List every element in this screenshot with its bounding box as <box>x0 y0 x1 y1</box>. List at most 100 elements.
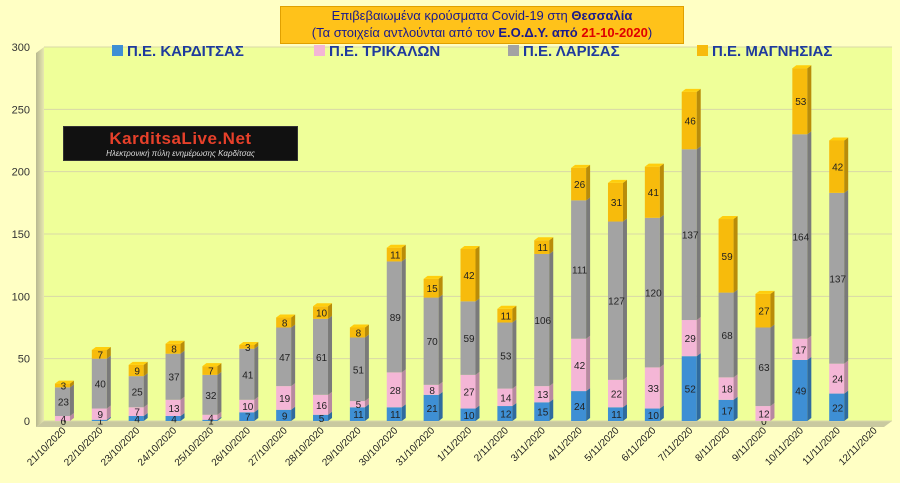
bar-segment: 13 <box>165 396 185 417</box>
bar-segment: 14 <box>497 385 517 407</box>
bar-segment: 32 <box>202 371 222 415</box>
data-label: 4 <box>208 413 214 424</box>
bar-side <box>475 405 480 421</box>
bar-side <box>696 88 701 150</box>
legend-label: Π.Ε. ΚΑΡΔΙΤΣΑΣ <box>127 43 244 60</box>
bar-side <box>143 361 148 377</box>
bar-side <box>622 179 627 222</box>
bar-front <box>718 219 734 293</box>
bar-segment: 8 <box>423 381 443 397</box>
data-label: 10 <box>463 411 475 422</box>
bar-side <box>807 131 812 339</box>
data-label: 137 <box>682 231 699 242</box>
bar-side <box>180 340 185 354</box>
bar-segment: 3 <box>54 380 74 392</box>
data-label: 42 <box>574 361 586 372</box>
bar-side <box>328 303 333 319</box>
bar-side <box>328 411 333 421</box>
subtitle-source: Ε.Ο.Δ.Υ. <box>498 25 549 40</box>
bar-side <box>807 335 812 360</box>
data-label: 111 <box>572 266 588 277</box>
bar-front <box>829 363 845 394</box>
data-label: 27 <box>463 388 475 399</box>
data-label: 33 <box>648 384 660 395</box>
data-label: 68 <box>722 331 734 342</box>
data-label: 4 <box>134 415 140 426</box>
bar-segment: 52 <box>681 353 701 421</box>
bar-side <box>69 413 74 421</box>
bar-front <box>128 376 144 408</box>
bar-front <box>607 379 623 408</box>
subtitle-from: από <box>551 25 578 40</box>
bar-side <box>69 380 74 388</box>
bar-front <box>239 344 255 349</box>
data-label: 19 <box>279 394 291 405</box>
bar-front <box>313 394 329 415</box>
bar-side <box>438 294 443 385</box>
legend-swatch <box>112 45 123 56</box>
bar-segment: 37 <box>165 350 185 400</box>
bar-segment: 1 <box>91 416 111 427</box>
bar-top <box>276 314 296 318</box>
data-label: 3 <box>61 381 67 392</box>
data-label: 41 <box>648 188 660 199</box>
bar-side <box>622 218 627 380</box>
bar-top <box>202 363 222 367</box>
bar-front <box>313 306 329 319</box>
data-label: 16 <box>316 401 328 412</box>
bar-side <box>401 404 406 421</box>
bar-front <box>239 399 255 413</box>
data-label: 41 <box>242 370 254 381</box>
bar-front <box>681 91 697 150</box>
title-line-2: (Τα στοιχεία αντλούνται από τον Ε.Ο.Δ.Υ.… <box>281 24 683 41</box>
bar-front <box>497 322 513 389</box>
bar-segment: 8 <box>349 324 369 339</box>
bar-top <box>423 275 443 279</box>
bar-segment: 24 <box>829 360 849 394</box>
bar-front <box>644 217 660 368</box>
bar-segment: 42 <box>571 335 591 392</box>
logo-main-text: KarditsaLive.Net <box>109 129 252 148</box>
bar-side <box>401 244 406 262</box>
bar-front <box>202 414 218 420</box>
data-label: 40 <box>95 380 107 391</box>
bar-front <box>386 261 402 373</box>
bar-side <box>586 388 591 421</box>
bar-front <box>460 301 476 375</box>
bar-side <box>438 381 443 395</box>
data-label: 4 <box>171 415 177 426</box>
bar-front <box>534 240 550 254</box>
data-label: 11 <box>501 312 512 323</box>
bar-segment: 68 <box>718 289 738 378</box>
bar-side <box>364 324 369 338</box>
bar-front <box>571 338 587 392</box>
bar-front <box>349 401 365 408</box>
legend: Π.Ε. ΚΑΡΔΙΤΣΑΣ Π.Ε. ΤΡΙΚΑΛΩΝ Π.Ε. ΛΑΡΙΣΑΣ Π… <box>112 43 832 60</box>
bar-top <box>54 380 74 384</box>
bar-side <box>733 216 738 293</box>
data-label: 42 <box>463 271 475 282</box>
bar-front <box>423 394 439 421</box>
karditsalive-logo: KarditsaLive.Net Ηλεκτρονική πύλη ενημέρ… <box>63 126 298 161</box>
bar-segment: 8 <box>165 340 185 356</box>
bar-segment: 4 <box>202 411 222 424</box>
bar-side <box>143 413 148 421</box>
bar-side <box>659 364 664 409</box>
bar-side <box>106 346 111 359</box>
x-tick-label: 31/10/2020 <box>394 425 437 468</box>
bar-top <box>644 163 664 167</box>
data-label: 26 <box>574 180 586 191</box>
bar-front <box>91 349 107 359</box>
bar-front <box>276 327 292 387</box>
data-label: 1 <box>208 416 214 427</box>
x-tick-label: 3/11/2020 <box>509 425 548 464</box>
bar-front <box>349 407 365 421</box>
bar-side <box>364 334 369 402</box>
bar-segment: 46 <box>681 88 701 150</box>
y-axis: 0 50 100 150 200 250 300 <box>12 42 30 428</box>
bar-top <box>128 361 148 365</box>
bar-front <box>792 359 808 421</box>
bar-front <box>681 149 697 321</box>
bar-front <box>54 416 70 421</box>
bar-side <box>69 384 74 417</box>
